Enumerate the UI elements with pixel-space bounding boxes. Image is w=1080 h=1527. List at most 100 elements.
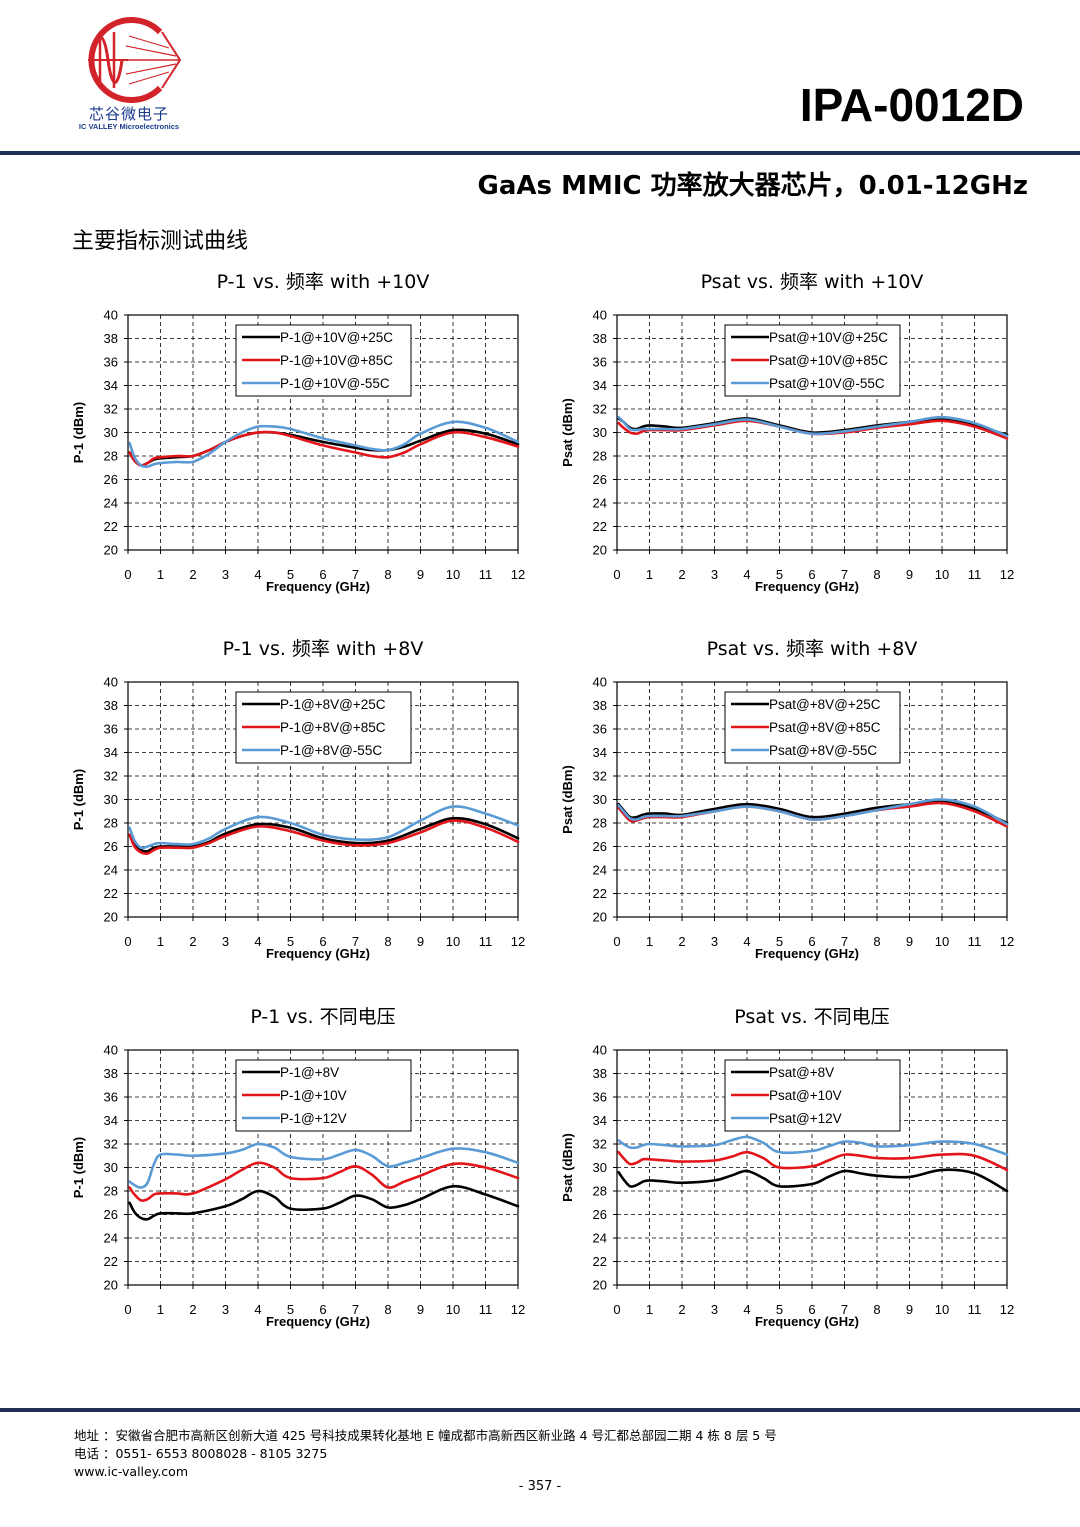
y-tick-label: 20: [104, 1278, 118, 1293]
x-tick-label: 10: [446, 934, 460, 949]
y-tick-label: 32: [104, 402, 118, 417]
x-tick-label: 9: [906, 1302, 913, 1317]
x-tick-label: 6: [319, 567, 326, 582]
x-tick-label: 1: [646, 934, 653, 949]
legend-label: P-1@+10V@+25C: [280, 330, 393, 345]
x-tick-label: 11: [479, 567, 493, 582]
chart-title: P-1 vs. 频率 with +8V: [223, 638, 424, 660]
y-axis-label: P-1 (dBm): [71, 769, 86, 830]
y-tick-label: 38: [593, 1066, 607, 1081]
series-line: [128, 819, 520, 855]
series-line: [617, 415, 1009, 438]
y-tick-label: 34: [104, 1113, 118, 1128]
y-tick-label: 40: [104, 308, 118, 323]
x-tick-label: 12: [511, 934, 525, 949]
y-tick-label: 36: [104, 722, 118, 737]
x-tick-label: 4: [743, 1302, 750, 1317]
x-tick-label: 3: [711, 934, 718, 949]
y-tick-label: 30: [593, 1160, 607, 1175]
footer-website[interactable]: www.ic-valley.com: [74, 1464, 188, 1479]
x-tick-label: 8: [384, 567, 391, 582]
y-tick-label: 32: [104, 1137, 118, 1152]
x-axis-label: Frequency (GHz): [266, 1314, 370, 1329]
x-tick-label: 1: [646, 567, 653, 582]
x-tick-label: 3: [222, 934, 229, 949]
series-line: [617, 1150, 1009, 1172]
x-axis-label: Frequency (GHz): [266, 579, 370, 594]
y-tick-label: 36: [593, 1090, 607, 1105]
y-tick-label: 28: [593, 449, 607, 464]
series-line: [128, 1161, 520, 1202]
x-axis-label: Frequency (GHz): [755, 946, 859, 961]
x-tick-label: 1: [157, 934, 164, 949]
x-tick-label: 6: [319, 1302, 326, 1317]
y-tick-label: 30: [593, 425, 607, 440]
y-tick-label: 30: [104, 1160, 118, 1175]
x-tick-label: 7: [352, 1302, 359, 1317]
x-tick-label: 3: [711, 1302, 718, 1317]
legend-label: Psat@+10V: [769, 1088, 842, 1103]
y-tick-label: 36: [104, 1090, 118, 1105]
x-tick-label: 12: [511, 567, 525, 582]
y-tick-label: 22: [593, 886, 607, 901]
x-tick-label: 10: [935, 934, 949, 949]
y-tick-label: 40: [104, 1043, 118, 1058]
y-tick-label: 34: [593, 745, 607, 760]
y-tick-label: 36: [593, 722, 607, 737]
x-tick-label: 6: [808, 1302, 815, 1317]
y-tick-label: 40: [593, 1043, 607, 1058]
series-line: [128, 1184, 520, 1221]
x-tick-label: 10: [935, 1302, 949, 1317]
footer-phone: 电话 ：0551- 6553 8008028 - 8105 3275: [74, 1446, 328, 1461]
y-tick-label: 26: [593, 1207, 607, 1222]
x-tick-label: 8: [873, 567, 880, 582]
y-tick-label: 34: [593, 378, 607, 393]
y-tick-label: 24: [593, 863, 607, 878]
chart-4: Psat vs. 频率 with +8V20222426283032343638…: [560, 638, 1014, 961]
y-tick-label: 26: [593, 472, 607, 487]
legend-label: Psat@+12V: [769, 1111, 842, 1126]
y-axis-label: Psat (dBm): [560, 1133, 575, 1202]
x-tick-label: 0: [124, 567, 131, 582]
legend-label: P-1@+10V@+85C: [280, 353, 393, 368]
x-tick-label: 8: [873, 934, 880, 949]
y-tick-label: 28: [593, 816, 607, 831]
x-tick-label: 3: [711, 567, 718, 582]
x-tick-label: 1: [157, 567, 164, 582]
y-tick-label: 28: [104, 449, 118, 464]
x-tick-label: 9: [906, 567, 913, 582]
series-line: [617, 798, 1009, 826]
x-tick-label: 0: [124, 1302, 131, 1317]
y-tick-label: 20: [104, 543, 118, 558]
x-tick-label: 10: [446, 1302, 460, 1317]
header-divider: [0, 151, 1080, 155]
x-tick-label: 11: [968, 567, 982, 582]
chart-title: Psat vs. 频率 with +8V: [707, 638, 918, 660]
x-tick-label: 4: [743, 567, 750, 582]
y-tick-label: 30: [104, 425, 118, 440]
x-tick-label: 7: [841, 1302, 848, 1317]
x-tick-label: 12: [511, 1302, 525, 1317]
x-tick-label: 8: [384, 934, 391, 949]
y-tick-label: 30: [593, 792, 607, 807]
y-tick-label: 22: [104, 1254, 118, 1269]
x-tick-label: 6: [319, 934, 326, 949]
y-tick-label: 36: [593, 355, 607, 370]
series-line: [617, 1135, 1009, 1156]
chart-1: P-1 vs. 频率 with +10V20222426283032343638…: [71, 271, 525, 594]
y-tick-label: 20: [593, 543, 607, 558]
y-tick-label: 36: [104, 355, 118, 370]
y-tick-label: 34: [104, 745, 118, 760]
logo-chinese-name: 芯谷微电子: [88, 105, 169, 123]
y-tick-label: 24: [593, 1231, 607, 1246]
x-tick-label: 3: [222, 567, 229, 582]
x-tick-label: 8: [873, 1302, 880, 1317]
x-tick-label: 12: [1000, 567, 1014, 582]
x-tick-label: 2: [678, 567, 685, 582]
y-tick-label: 28: [104, 816, 118, 831]
chart-title: Psat vs. 频率 with +10V: [701, 271, 924, 293]
x-tick-label: 0: [613, 1302, 620, 1317]
x-tick-label: 6: [808, 567, 815, 582]
